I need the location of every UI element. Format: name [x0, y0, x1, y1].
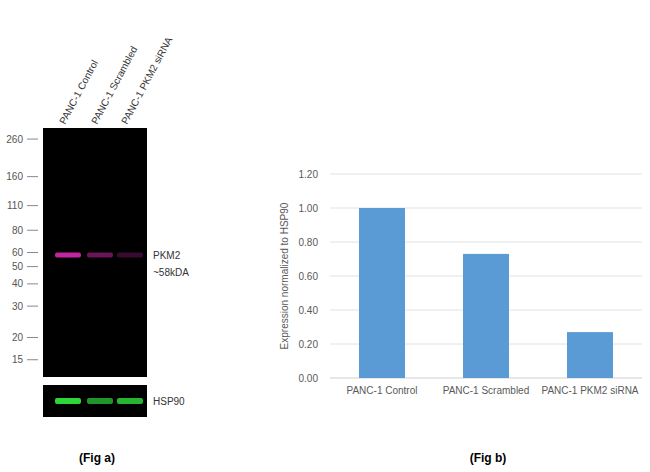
tick-label: 0.20: [299, 339, 319, 350]
tick-mark: [27, 283, 38, 284]
bar: [359, 208, 405, 378]
tick-label: 60: [12, 247, 24, 258]
tick-mark: [27, 205, 38, 206]
blot-frame: [43, 128, 147, 377]
tick-label: 0.60: [299, 271, 319, 282]
tick-mark: [27, 266, 38, 267]
band: [117, 398, 143, 404]
bars: [359, 208, 613, 378]
tick-mark: [27, 306, 38, 307]
band-name: HSP90: [153, 396, 185, 407]
tick-label: 40: [12, 278, 24, 289]
grid-line: [330, 174, 642, 175]
band-name: PKM2: [153, 250, 181, 261]
y-axis-label: Expression normalized to HSP90: [279, 202, 290, 349]
band: [87, 398, 113, 404]
bands: [55, 398, 143, 404]
tick-mark: [27, 359, 38, 360]
bar-chart: 0.00 0.20 0.40 0.60 0.80 1.00 1.20 PANC-1 Contr…: [279, 169, 642, 466]
band: [117, 253, 143, 258]
tick-mark: [27, 139, 38, 140]
figure: 260 160 110 80 60 50 40 30 20 15 PANC-1 Control PAN…: [0, 0, 650, 472]
tick-mark: [27, 252, 38, 253]
blot-frame: [43, 385, 147, 417]
band: [55, 398, 81, 404]
tick-mark: [27, 230, 38, 231]
category-label: PANC-1 PKM2 siRNA: [541, 385, 638, 396]
tick-mark: [27, 176, 38, 177]
title: (Fig b): [470, 451, 507, 465]
band: [55, 253, 81, 258]
tick-label: 0.40: [299, 305, 319, 316]
tick-label: 50: [12, 261, 24, 272]
tick-label: 30: [12, 301, 24, 312]
tick-label: 110: [7, 200, 23, 211]
title: (Fig a): [79, 451, 115, 465]
blot-panel: 26016011080605040302015PANC-1 ControlPAN…: [6, 35, 189, 465]
tick-mark: [27, 337, 38, 338]
bar: [463, 254, 509, 378]
category-label: PANC-1 Scrambled: [443, 385, 530, 396]
tick-label: 20: [12, 332, 24, 343]
band: [87, 253, 113, 258]
category-label: PANC-1 Control: [347, 385, 418, 396]
tick-label: 1.20: [299, 169, 319, 180]
lane-label: PANC-1 PKM2 siRNA: [119, 35, 174, 126]
tick-label: 1.00: [299, 203, 319, 214]
bar: [567, 332, 613, 378]
tick-label: 160: [6, 171, 23, 182]
tick-label: 80: [12, 225, 24, 236]
background: [0, 0, 650, 472]
annotation: ~58kDA: [153, 267, 189, 278]
tick-label: 260: [6, 134, 23, 145]
tick-label: 0.00: [299, 373, 319, 384]
bands: [55, 253, 143, 258]
blot-panel: HSP90: [43, 385, 185, 417]
tick-label: 15: [12, 354, 24, 365]
tick-label: 0.80: [299, 237, 319, 248]
